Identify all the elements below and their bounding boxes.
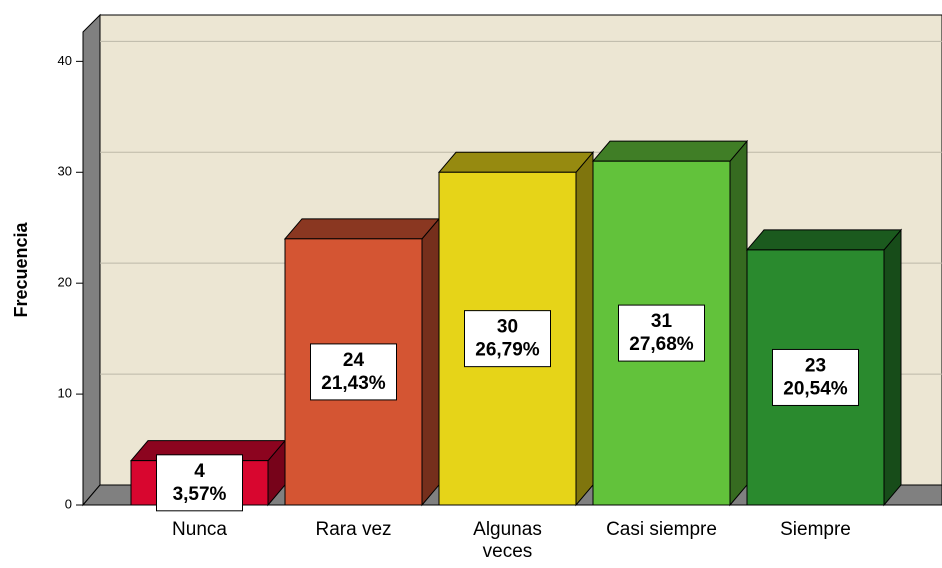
data-label-box <box>310 343 397 401</box>
y-tick-label: 30 <box>58 164 72 179</box>
bar-top <box>283 218 441 240</box>
data-label-box <box>772 348 859 406</box>
bar-top <box>437 151 595 173</box>
y-tick-label: 40 <box>58 53 72 68</box>
data-label: 4 <box>194 461 205 482</box>
data-label: 3,57% <box>173 484 227 505</box>
data-label: 30 <box>497 317 518 338</box>
bar-side <box>883 228 902 507</box>
x-tick-label: Siempre <box>780 519 851 540</box>
data-label: 31 <box>651 311 673 332</box>
x-tick-label: Algunas veces <box>473 519 542 562</box>
bar-top <box>745 229 903 251</box>
bar-side <box>575 150 594 507</box>
bar-top <box>591 140 749 162</box>
x-tick-label: Rara vez <box>315 519 391 540</box>
x-tick-label: Nunca <box>172 519 227 540</box>
data-label: 27,68% <box>629 334 694 355</box>
y-tick-label: 10 <box>58 386 72 401</box>
data-label: 20,54% <box>783 378 848 399</box>
data-label-box <box>618 304 705 362</box>
data-label: 26,79% <box>475 340 540 361</box>
bar-side <box>421 217 440 507</box>
y-axis-label: Frecuencia <box>11 221 31 317</box>
data-label: 23 <box>805 355 826 376</box>
data-label-box <box>464 310 551 368</box>
x-tick-label: Casi siempre <box>606 519 717 540</box>
y-tick-label: 20 <box>58 275 72 290</box>
data-label: 24 <box>343 350 365 371</box>
data-label: 21,43% <box>321 373 386 394</box>
y-tick-label: 0 <box>65 496 72 511</box>
data-label-box <box>156 454 243 512</box>
side-wall <box>82 13 101 507</box>
bar-side <box>729 139 748 507</box>
